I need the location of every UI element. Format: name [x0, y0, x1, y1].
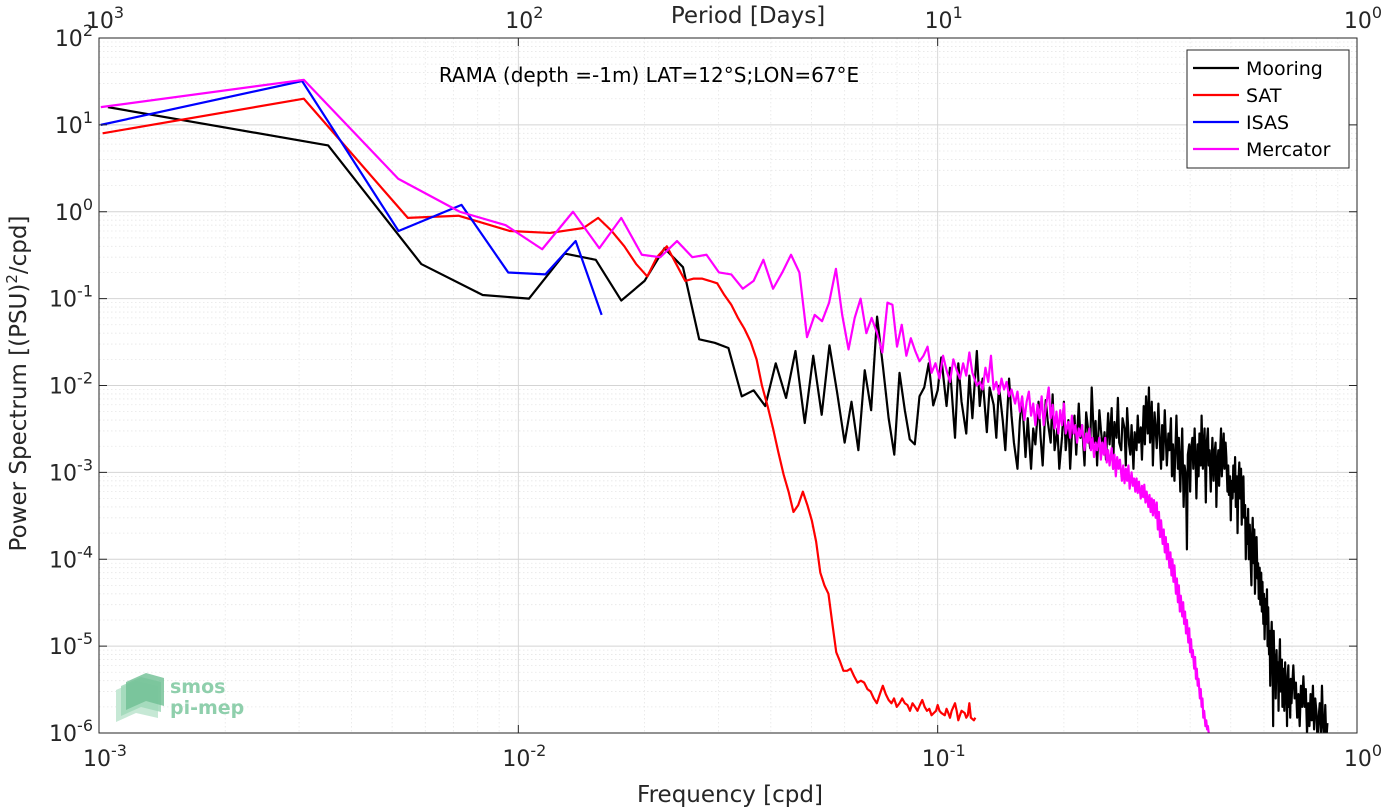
- y-tick-label-exp: -2: [77, 369, 93, 388]
- y-tick-label-base: 10: [49, 288, 77, 313]
- y-tick-label-base: 10: [55, 201, 83, 226]
- top-tick-label-exp: 0: [1372, 3, 1382, 22]
- y-tick-label-base: 10: [49, 722, 77, 747]
- top-axis-label: Period [Days]: [671, 3, 825, 29]
- y-tick-label-base: 10: [55, 114, 83, 139]
- y-tick-label: 10-4: [49, 542, 93, 573]
- y-tick-label-exp: 2: [83, 21, 93, 40]
- y-tick-label-exp: -4: [77, 542, 93, 561]
- axis-labels: Frequency [cpd] Period [Days] Power Spec…: [3, 3, 859, 808]
- legend-entry-sat: SAT: [1246, 85, 1282, 107]
- x-tick-label-exp: -2: [530, 741, 546, 760]
- x-tick-label-base: 10: [83, 747, 111, 772]
- x-tick-label-base: 10: [502, 747, 530, 772]
- series-line-isas: [100, 79, 603, 316]
- smos-logo-icon: [116, 673, 164, 722]
- y-axis-label-sup: 2: [3, 274, 21, 284]
- legend: Mooring SAT ISAS Mercator: [1186, 49, 1350, 169]
- watermark-line1: smos: [170, 676, 225, 698]
- grid: [99, 38, 1357, 733]
- chart-title: RAMA (depth =-1m) LAT=12°S;LON=67°E: [439, 63, 859, 87]
- x-axis-label: Frequency [cpd]: [637, 782, 823, 808]
- y-tick-label: 10-2: [49, 369, 93, 400]
- y-tick-label-base: 10: [49, 375, 77, 400]
- series-line-sat: [102, 97, 977, 722]
- y-tick-label-exp: -3: [77, 455, 93, 474]
- y-tick-label-exp: -5: [77, 629, 93, 648]
- series-line-mercator: [100, 78, 1210, 733]
- top-tick-label-exp: 2: [533, 3, 543, 22]
- x-tick-label-base: 10: [922, 747, 950, 772]
- x-tick-label-exp: -3: [111, 741, 127, 760]
- y-tick-label: 100: [55, 195, 93, 226]
- top-tick-label-exp: 3: [114, 3, 124, 22]
- legend-entry-isas: ISAS: [1246, 112, 1289, 134]
- y-tick-label: 10-5: [49, 629, 93, 660]
- top-tick-label: 100: [1344, 3, 1382, 34]
- top-tick-label-base: 10: [86, 9, 114, 34]
- y-tick-label: 101: [55, 108, 93, 139]
- series-lines: [100, 78, 1329, 733]
- y-tick-label-exp: -6: [77, 716, 93, 735]
- top-tick-label-base: 10: [505, 9, 533, 34]
- top-tick-label: 102: [505, 3, 543, 34]
- y-axis-label: Power Spectrum [(PSU)2/cpd]: [3, 216, 32, 552]
- y-tick-label-base: 10: [49, 635, 77, 660]
- y-tick-label-base: 10: [49, 548, 77, 573]
- x-tick-label-exp: -1: [950, 741, 966, 760]
- x-tick-label: 10-2: [502, 741, 546, 772]
- y-tick-label: 102: [55, 21, 93, 52]
- y-tick-label-exp: 0: [83, 195, 93, 214]
- x-tick-label: 10-3: [83, 741, 127, 772]
- y-tick-label: 10-1: [49, 282, 93, 313]
- x-tick-label: 10-1: [922, 741, 966, 772]
- series-line-mooring: [107, 106, 1329, 733]
- y-tick-label: 10-3: [49, 455, 93, 486]
- top-tick-label: 103: [86, 3, 124, 34]
- y-tick-label-base: 10: [55, 27, 83, 52]
- top-tick-label-base: 10: [925, 9, 953, 34]
- x-tick-label: 100: [1344, 741, 1382, 772]
- legend-entry-mooring: Mooring: [1246, 58, 1323, 80]
- top-tick-label-exp: 1: [953, 3, 963, 22]
- y-tick-label-exp: 1: [83, 108, 93, 127]
- y-tick-label: 10-6: [49, 716, 93, 747]
- top-tick-label: 101: [925, 3, 963, 34]
- legend-entry-mercator: Mercator: [1246, 139, 1331, 161]
- x-tick-label-exp: 0: [1372, 741, 1382, 760]
- watermark-line2: pi-mep: [170, 697, 244, 719]
- y-tick-label-base: 10: [49, 461, 77, 486]
- smos-pimep-watermark: smos pi-mep: [116, 673, 244, 722]
- top-tick-label-base: 10: [1344, 9, 1372, 34]
- y-axis-label-main: Power Spectrum [(PSU): [6, 284, 32, 552]
- x-tick-label-base: 10: [1344, 747, 1372, 772]
- y-axis-label-tail: /cpd]: [6, 216, 32, 275]
- y-tick-label-exp: -1: [77, 282, 93, 301]
